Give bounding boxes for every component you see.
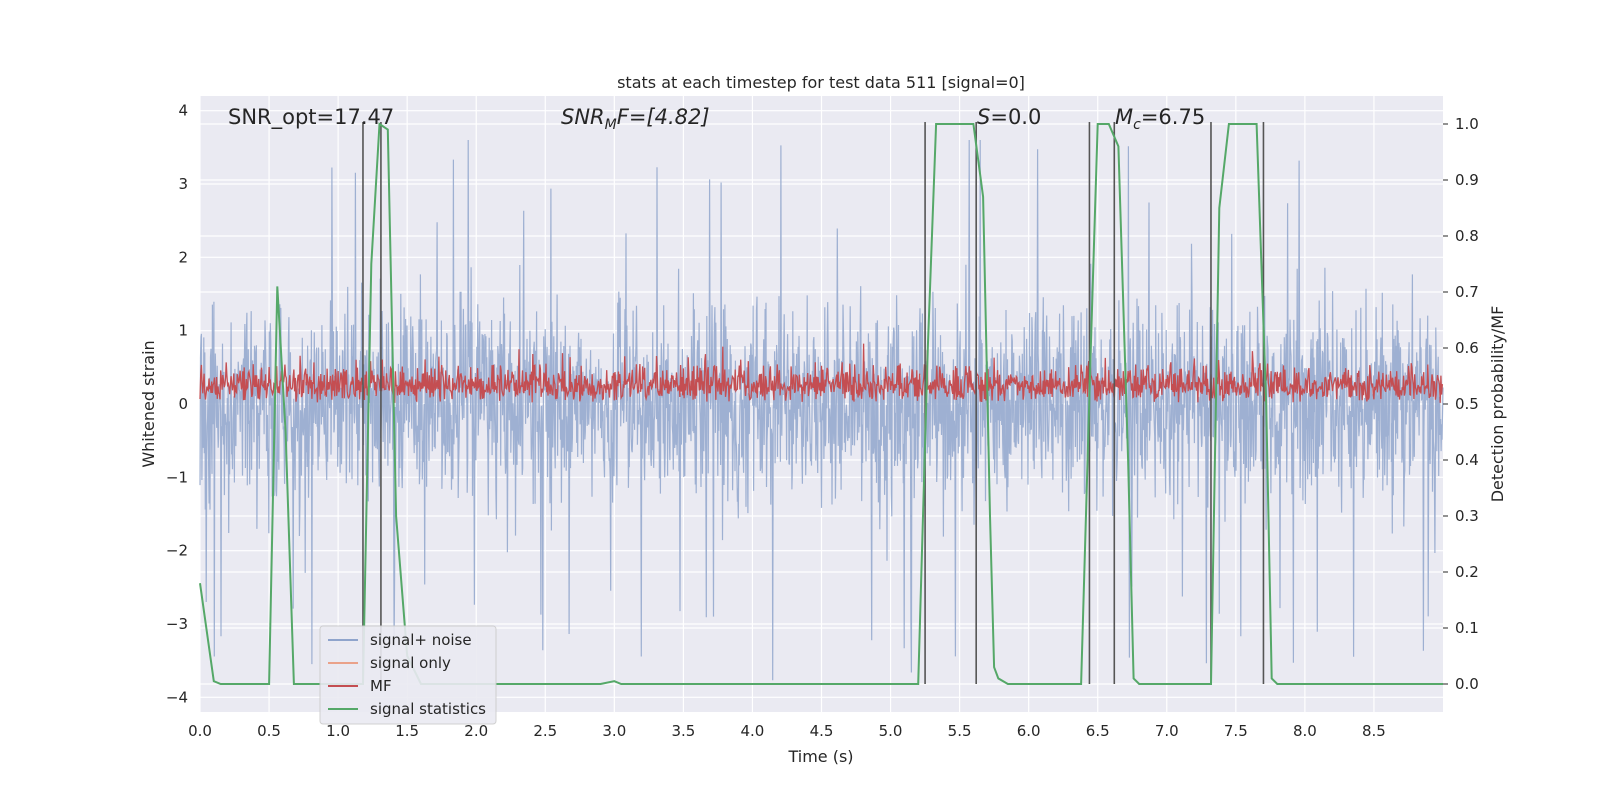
y-right-tick-label: 0.9: [1455, 171, 1479, 189]
x-tick-labels: 0.0 0.5 1.0 1.5 2.0 2.5 3.0 3.5 4.0 4.5 5.0 5.5 6.0 6…: [188, 722, 1386, 740]
y-right-tick-label: 0.7: [1455, 283, 1479, 301]
y-right-tick-label: 0.1: [1455, 619, 1479, 637]
y-axis-label-right: Detection probability/MF: [1488, 306, 1507, 503]
y-left-tick-label: −4: [166, 688, 188, 706]
y-left-tick-label: 4: [178, 102, 188, 120]
series-signal-plus-noise: [199, 139, 1444, 681]
y-right-tick-labels: 1.0 0.9 0.8 0.7 0.6 0.5 0.4 0.3 0.2 0.1 0.0: [1443, 115, 1479, 693]
x-tick-label: 1.5: [395, 722, 419, 740]
y-right-tick-label: 0.0: [1455, 675, 1479, 693]
x-tick-label: 4.0: [741, 722, 765, 740]
x-tick-label: 5.0: [879, 722, 903, 740]
y-left-tick-label: 0: [178, 395, 188, 413]
y-right-tick-label: 0.4: [1455, 451, 1479, 469]
y-right-tick-label: 1.0: [1455, 115, 1479, 133]
annotation-snr-mf: SNRMF=[4.82]: [561, 105, 710, 133]
x-tick-label: 8.0: [1293, 722, 1317, 740]
y-axis-label-left: Whitened strain: [139, 340, 158, 467]
x-tick-label: 3.5: [671, 722, 695, 740]
legend-label-signal-only: signal only: [370, 654, 451, 672]
x-tick-label: 6.0: [1017, 722, 1041, 740]
chart-title: stats at each timestep for test data 511…: [617, 73, 1025, 92]
y-right-tick-label: 0.8: [1455, 227, 1479, 245]
y-left-tick-label: 3: [178, 175, 188, 193]
x-tick-label: 8.5: [1362, 722, 1386, 740]
grid-y: [200, 110, 1443, 698]
x-tick-label: 0.5: [257, 722, 281, 740]
x-axis-label: Time (s): [787, 747, 853, 766]
x-tick-label: 7.5: [1224, 722, 1248, 740]
x-tick-label: 7.0: [1155, 722, 1179, 740]
y-right-tick-label: 0.2: [1455, 563, 1479, 581]
x-tick-label: 1.0: [326, 722, 350, 740]
y-left-tick-labels: 4 3 2 1 0 −1 −2 −3 −4: [166, 102, 188, 707]
x-tick-label: 4.5: [810, 722, 834, 740]
legend-label-signal-statistics: signal statistics: [370, 700, 486, 718]
x-tick-label: 2.0: [464, 722, 488, 740]
y-left-tick-label: 1: [178, 322, 188, 340]
series-mf: [199, 343, 1444, 403]
x-tick-label: 5.5: [948, 722, 972, 740]
y-left-tick-label: −1: [166, 468, 188, 486]
x-tick-label: 2.5: [533, 722, 557, 740]
legend-label-mf: MF: [370, 677, 392, 695]
y-left-tick-label: 2: [178, 248, 188, 266]
x-tick-label: 3.0: [602, 722, 626, 740]
legend: signal+ noise signal only MF signal stat…: [319, 625, 497, 725]
y-left-tick-label: −2: [166, 542, 188, 560]
annotation-s: S=0.0: [977, 105, 1041, 129]
legend-box: [319, 625, 497, 725]
y-right-tick-label: 0.6: [1455, 339, 1479, 357]
x-tick-label: 0.0: [188, 722, 212, 740]
mf-line: [199, 343, 1444, 403]
y-left-tick-label: −3: [166, 615, 188, 633]
legend-label-signal-noise: signal+ noise: [370, 631, 472, 649]
x-tick-label: 6.5: [1086, 722, 1110, 740]
annotation-snr-opt: SNR_opt=17.47: [228, 105, 394, 130]
y-right-tick-label: 0.5: [1455, 395, 1479, 413]
y-right-tick-label: 0.3: [1455, 507, 1479, 525]
annotation-mc: Mc=6.75: [1115, 105, 1205, 133]
noise-line: [199, 139, 1444, 681]
